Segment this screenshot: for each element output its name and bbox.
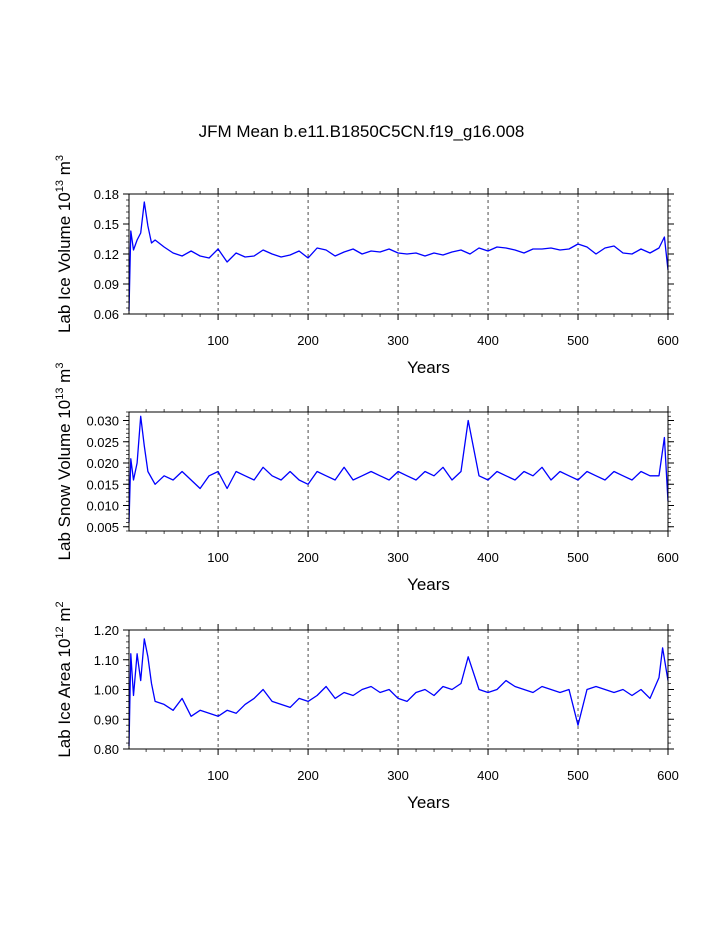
y-tick-label: 0.12 <box>94 247 119 262</box>
x-axis-label: Years <box>407 793 450 812</box>
chart-panel-2: 0.005 0.010 0.015 0.020 0.025 0.030 100 200 300 4… <box>54 363 679 594</box>
y-tick-label: 0.90 <box>94 712 119 727</box>
x-tick-label: 100 <box>207 333 229 348</box>
chart-panel-3: 0.80 0.90 1.00 1.10 1.20 100 200 300 400 500 600 Ye… <box>54 601 679 812</box>
figure-title: JFM Mean b.e11.B1850C5CN.f19_g16.008 <box>198 122 525 141</box>
chart-panel-1: 0.06 0.09 0.12 0.15 0.18 100 200 300 400 500 600 Ye… <box>54 155 679 377</box>
x-tick-label: 600 <box>657 333 679 348</box>
y-tick-label: 0.015 <box>86 477 119 492</box>
x-axis-label: Years <box>407 358 450 377</box>
plot-frame <box>128 193 669 315</box>
x-tick-label: 100 <box>207 768 229 783</box>
y-tick-label: 1.10 <box>94 653 119 668</box>
x-tick-label: 200 <box>297 550 319 565</box>
x-tick-label: 300 <box>387 768 409 783</box>
x-tick-label: 500 <box>567 550 589 565</box>
y-tick-label: 1.20 <box>94 623 119 638</box>
y-tick-label: 0.15 <box>94 217 119 232</box>
y-tick-label: 0.80 <box>94 742 119 757</box>
series-line <box>128 415 669 523</box>
y-tick-label: 0.06 <box>94 307 119 322</box>
x-tick-label: 300 <box>387 333 409 348</box>
x-tick-label: 500 <box>567 333 589 348</box>
x-axis-label: Years <box>407 575 450 594</box>
series-line <box>128 201 669 312</box>
y-axis-label: Lab Ice Area 1012 m2 <box>54 601 74 757</box>
series-line <box>128 638 669 747</box>
y-tick-label: 0.005 <box>86 520 119 535</box>
y-axis-label: Lab Snow Volume 1013 m3 <box>54 363 74 561</box>
y-axis-label: Lab Ice Volume 1013 m3 <box>54 155 74 333</box>
x-tick-label: 500 <box>567 768 589 783</box>
x-tick-label: 400 <box>477 550 499 565</box>
x-tick-label: 400 <box>477 768 499 783</box>
y-tick-label: 0.010 <box>86 499 119 514</box>
y-tick-label: 0.09 <box>94 277 119 292</box>
x-tick-label: 100 <box>207 550 229 565</box>
x-tick-label: 400 <box>477 333 499 348</box>
x-tick-label: 600 <box>657 550 679 565</box>
x-tick-label: 600 <box>657 768 679 783</box>
y-tick-label: 1.00 <box>94 683 119 698</box>
x-tick-label: 200 <box>297 333 319 348</box>
y-tick-label: 0.030 <box>86 414 119 429</box>
y-tick-label: 0.025 <box>86 435 119 450</box>
y-tick-label: 0.18 <box>94 187 119 202</box>
x-tick-label: 200 <box>297 768 319 783</box>
x-tick-label: 300 <box>387 550 409 565</box>
y-tick-label: 0.020 <box>86 456 119 471</box>
